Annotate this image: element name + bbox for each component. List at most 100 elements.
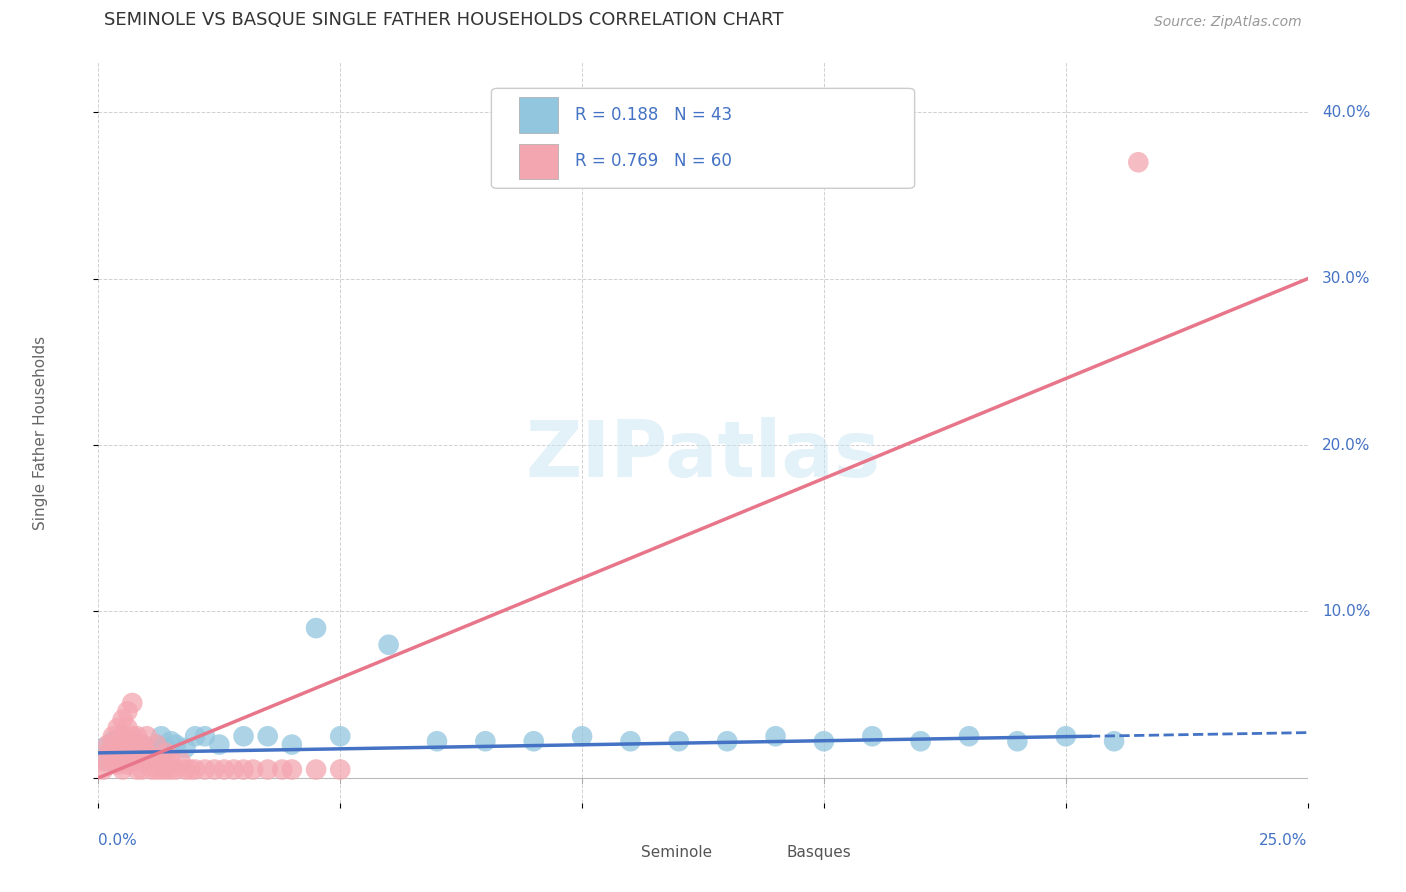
Point xyxy=(121,746,143,760)
FancyBboxPatch shape xyxy=(519,97,558,133)
Point xyxy=(111,729,134,743)
Point xyxy=(107,757,129,772)
Point xyxy=(716,734,738,748)
Point xyxy=(101,754,124,768)
Text: SEMINOLE VS BASQUE SINGLE FATHER HOUSEHOLDS CORRELATION CHART: SEMINOLE VS BASQUE SINGLE FATHER HOUSEHO… xyxy=(104,11,785,29)
Point xyxy=(232,729,254,743)
Point xyxy=(174,763,197,777)
Point xyxy=(165,738,187,752)
Point xyxy=(141,763,163,777)
Point xyxy=(174,740,197,755)
Point xyxy=(97,754,120,768)
Point xyxy=(619,734,641,748)
Point xyxy=(141,744,163,758)
Point xyxy=(91,740,114,755)
Point xyxy=(107,744,129,758)
Point xyxy=(117,746,139,760)
Point xyxy=(127,746,149,760)
Point xyxy=(160,734,183,748)
Point xyxy=(131,738,153,752)
Point xyxy=(474,734,496,748)
Text: R = 0.769   N = 60: R = 0.769 N = 60 xyxy=(575,153,731,170)
Point xyxy=(222,763,245,777)
Point xyxy=(101,734,124,748)
Point xyxy=(155,763,177,777)
Point xyxy=(127,763,149,777)
Point xyxy=(271,763,294,777)
Point xyxy=(194,763,217,777)
Point xyxy=(281,763,304,777)
Point xyxy=(813,734,835,748)
Point xyxy=(571,729,593,743)
Point xyxy=(117,757,139,772)
Text: Source: ZipAtlas.com: Source: ZipAtlas.com xyxy=(1154,15,1302,29)
FancyBboxPatch shape xyxy=(519,144,558,179)
Point xyxy=(107,740,129,755)
Point xyxy=(377,638,399,652)
Point xyxy=(111,713,134,727)
Point xyxy=(111,738,134,752)
Point xyxy=(194,729,217,743)
FancyBboxPatch shape xyxy=(492,88,915,188)
Point xyxy=(131,738,153,752)
Point xyxy=(155,740,177,755)
Point xyxy=(668,734,690,748)
Point xyxy=(101,746,124,760)
Point xyxy=(91,754,114,768)
Point xyxy=(910,734,932,748)
Text: 40.0%: 40.0% xyxy=(1322,105,1371,120)
Point xyxy=(305,621,328,635)
Point xyxy=(101,729,124,743)
Point xyxy=(127,740,149,755)
Point xyxy=(232,763,254,777)
Point xyxy=(135,740,157,755)
Point xyxy=(165,763,187,777)
Text: Seminole: Seminole xyxy=(641,845,713,860)
Point xyxy=(111,751,134,765)
Point xyxy=(111,746,134,760)
Point xyxy=(121,696,143,710)
Point xyxy=(101,738,124,752)
Point xyxy=(155,746,177,760)
Point xyxy=(135,746,157,760)
Point xyxy=(160,763,183,777)
Point xyxy=(141,751,163,765)
Point xyxy=(131,763,153,777)
Text: Basques: Basques xyxy=(786,845,851,860)
FancyBboxPatch shape xyxy=(745,840,772,864)
Text: R = 0.188   N = 43: R = 0.188 N = 43 xyxy=(575,106,733,124)
Point xyxy=(212,763,235,777)
Point xyxy=(169,754,191,768)
Point xyxy=(121,729,143,743)
Point xyxy=(160,754,183,768)
Point xyxy=(305,763,328,777)
Point xyxy=(281,738,304,752)
Point xyxy=(765,729,787,743)
Point xyxy=(145,738,167,752)
Point xyxy=(1102,734,1125,748)
Point xyxy=(204,763,226,777)
Point xyxy=(1007,734,1029,748)
Point xyxy=(184,763,207,777)
Point xyxy=(135,729,157,743)
Text: 20.0%: 20.0% xyxy=(1322,438,1371,452)
Point xyxy=(97,746,120,760)
Point xyxy=(242,763,264,777)
Point xyxy=(107,751,129,765)
Text: 10.0%: 10.0% xyxy=(1322,604,1371,619)
Text: 0.0%: 0.0% xyxy=(98,833,138,847)
FancyBboxPatch shape xyxy=(600,840,627,864)
Text: Single Father Households: Single Father Households xyxy=(32,335,48,530)
Text: 25.0%: 25.0% xyxy=(1260,833,1308,847)
Point xyxy=(145,763,167,777)
Point xyxy=(256,729,278,743)
Point xyxy=(329,729,352,743)
Point xyxy=(150,729,173,743)
Point xyxy=(117,740,139,755)
Point xyxy=(131,754,153,768)
Point xyxy=(179,763,201,777)
Point xyxy=(208,738,231,752)
Point xyxy=(184,729,207,743)
Point xyxy=(329,763,352,777)
Point xyxy=(127,729,149,743)
